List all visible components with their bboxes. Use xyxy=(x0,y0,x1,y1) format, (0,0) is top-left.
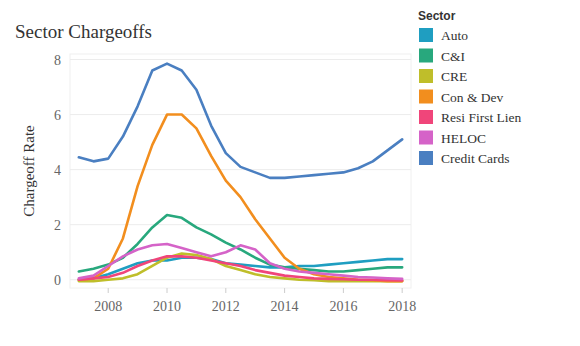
x-tick-label: 2018 xyxy=(388,299,416,314)
x-tick xyxy=(225,288,226,293)
chart: Sector Chargeoffs Chargeoff Rate 0 2 4 6 8 2008… xyxy=(0,0,580,346)
x-tick xyxy=(402,288,403,293)
series-line xyxy=(79,115,402,282)
y-tick-label: 4 xyxy=(54,163,61,178)
y-tick-label: 0 xyxy=(54,273,61,288)
legend-label: Con & Dev xyxy=(441,90,503,105)
y-tick-label: 8 xyxy=(54,53,61,68)
y-tick-label: 2 xyxy=(54,218,61,233)
legend-swatch xyxy=(419,49,433,63)
series-line xyxy=(79,244,402,279)
y-tick-label: 6 xyxy=(54,108,61,123)
y-grid-line xyxy=(70,114,411,115)
y-grid-line xyxy=(70,169,411,170)
legend-swatch xyxy=(419,90,433,104)
legend-swatch xyxy=(419,110,433,124)
x-tick-label: 2008 xyxy=(94,299,122,314)
x-tick xyxy=(108,288,109,293)
x-tick-label: 2010 xyxy=(153,299,181,314)
series-line xyxy=(79,64,402,178)
legend-label: Resi First Lien xyxy=(441,110,521,125)
legend-swatch xyxy=(419,151,433,165)
legend-label: CRE xyxy=(441,69,467,84)
x-tick xyxy=(343,288,344,293)
legend-label: Credit Cards xyxy=(441,151,510,166)
x-tick-label: 2012 xyxy=(212,299,240,314)
legend-swatch xyxy=(419,131,433,145)
y-grid-line xyxy=(70,224,411,225)
y-grid-line xyxy=(70,59,411,60)
legend-swatch xyxy=(419,69,433,83)
x-tick-label: 2014 xyxy=(271,299,299,314)
x-tick xyxy=(284,288,285,293)
plot-frame xyxy=(70,54,411,288)
x-tick-label: 2016 xyxy=(329,299,357,314)
title: Sector Chargeoffs xyxy=(15,21,152,42)
legend-label: Auto xyxy=(441,28,468,43)
legend-label: HELOC xyxy=(441,131,486,146)
x-tick xyxy=(167,288,168,293)
legend-swatch xyxy=(419,28,433,42)
legend-title: Sector xyxy=(418,9,456,23)
legend-label: C&I xyxy=(441,49,466,64)
y-axis-label: Chargeoff Rate xyxy=(21,125,37,217)
lines xyxy=(79,64,402,281)
